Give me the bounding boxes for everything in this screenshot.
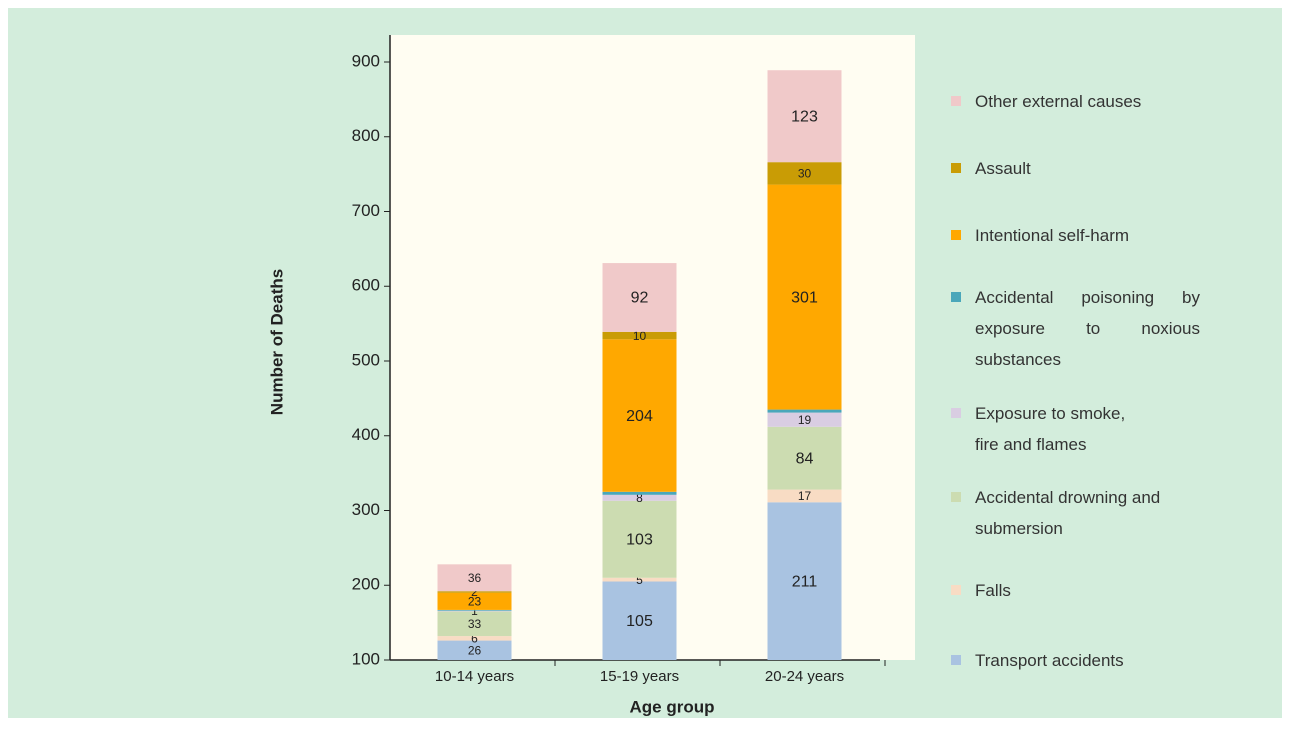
y-tick-label: 100 [352,649,380,668]
bar-segment [602,494,677,501]
data-label: 6 [471,631,478,645]
bar-segment [602,263,677,332]
data-label: 301 [791,289,818,306]
bar-segment [602,577,677,582]
data-label: 103 [626,531,653,548]
data-label: 10 [633,329,647,343]
legend-label: Accidental drowning and submersion [975,488,1161,538]
bar-segment [602,331,677,340]
legend-swatch [951,492,961,502]
x-tick-label: 10-14 years [435,668,514,685]
y-tick-label: 800 [352,126,380,145]
bar-segment [767,426,842,490]
bar-segment [437,636,512,641]
bar-segment [767,70,842,163]
bar-segment [767,502,842,660]
y-tick-label: 600 [352,276,380,295]
legend-swatch [951,408,961,418]
legend-label: Accidental poisoning by exposure to noxi… [975,288,1200,369]
data-label: 105 [626,613,653,630]
bar-segment [767,489,842,503]
legend-label: Other external causes [975,92,1142,111]
legend-swatch [951,655,961,665]
bar-segment [602,339,677,492]
x-tick-label: 15-19 years [600,668,679,685]
bar-segment [767,162,842,185]
y-axis-label: Number of Deaths [267,269,286,415]
data-label: 19 [798,413,812,427]
bar-segment [437,591,512,593]
bar-segment [437,564,512,592]
y-tick-label: 700 [352,201,380,220]
legend-swatch [951,163,961,173]
y-tick-label: 500 [352,350,380,369]
data-label: 84 [796,450,814,467]
bar-segment [437,640,512,660]
data-label: 92 [631,290,649,307]
legend-label: Transport accidents [975,651,1124,670]
data-label: 2 [471,585,478,599]
bar-segment [767,409,842,413]
legend-swatch [951,292,961,302]
data-label: 17 [798,489,812,503]
legend-swatch [951,585,961,595]
data-label: 33 [468,617,482,631]
x-tick-label: 20-24 years [765,668,844,685]
data-label: 8 [636,491,643,505]
data-label: 211 [792,573,818,590]
data-label: 36 [468,571,482,585]
x-axis-label: Age group [630,697,715,716]
y-tick-label: 200 [352,575,380,594]
bar-segment [602,500,677,578]
legend-label: Exposure to smoke, fire and flames [975,404,1126,454]
data-label: 1 [471,604,478,618]
legend-swatch [951,96,961,106]
bar-segment [767,412,842,427]
y-tick-label: 300 [352,500,380,519]
data-label: 23 [468,594,482,608]
y-tick-label: 900 [352,51,380,70]
data-label: 26 [468,643,482,657]
y-tick-label: 400 [352,425,380,444]
legend-swatch [951,230,961,240]
bar-segment [437,609,512,611]
bar-segment [602,581,677,660]
legend-label: Falls [975,581,1011,600]
bar-segment [767,184,842,410]
data-label: 204 [626,408,653,425]
legend-label: Intentional self-harm [975,226,1130,245]
bar-segment [602,491,677,495]
data-label: 123 [791,108,818,125]
data-label: 30 [798,167,812,181]
bar-segment [437,611,512,637]
data-label: 5 [636,573,643,587]
bar-segment [437,610,512,612]
legend-label: Assault [975,159,1031,178]
bar-segment [437,592,512,610]
